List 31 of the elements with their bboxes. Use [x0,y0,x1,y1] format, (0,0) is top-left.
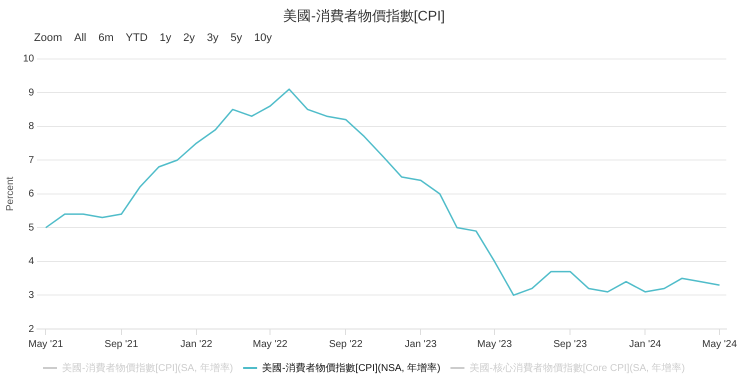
y-axis-title: Percent [4,176,16,212]
text: YTD [124,31,149,46]
y-tick-label: 5 [28,222,35,234]
x-tick-label: May '22 [252,338,288,350]
y-tick-label: 6 [28,188,35,200]
text: 1y [158,31,172,46]
x-tick-label: Sep '22 [328,338,363,350]
text: 10y [253,31,273,46]
x-tick-label: Sep '23 [553,338,588,350]
text: All [73,31,88,46]
y-tick-label: 4 [28,256,35,268]
x-tick-label: Jan '23 [404,338,438,350]
text: 6m [97,31,115,46]
x-tick-label: May '23 [477,338,512,350]
x-tick-label: May '24 [702,338,738,350]
x-tick-label: May '21 [28,338,64,350]
y-tick-label: 10 [23,54,35,65]
text: 2y [182,31,196,46]
x-tick-label: Jan '24 [629,338,662,350]
text: 3y [206,31,220,46]
y-tick-label: 8 [28,121,35,132]
x-tick-label: Sep '21 [104,338,139,350]
x-tick-label: Jan '22 [180,338,213,350]
text: 5y [230,31,244,46]
y-tick-label: 2 [28,324,35,335]
legend-label: 美國-消費者物價指數[CPI](NSA, 年增率) [262,362,440,374]
y-tick-label: 3 [28,290,35,301]
chart-title: 美國-消費者物價指數[CPI] [283,7,445,24]
text: Zoom [33,31,64,46]
y-tick-label: 9 [28,87,35,98]
y-tick-label: 7 [28,154,35,166]
